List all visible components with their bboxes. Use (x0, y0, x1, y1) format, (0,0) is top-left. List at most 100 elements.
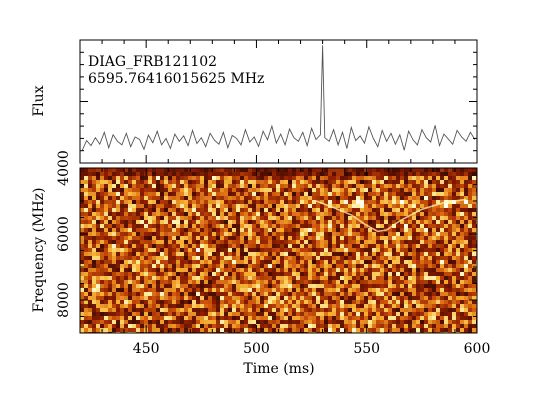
spectrum-cell (264, 324, 268, 328)
spectrum-cell (360, 312, 364, 316)
spectrum-cell (344, 228, 348, 232)
spectrum-cell (140, 324, 144, 328)
spectrum-cell (416, 176, 420, 180)
spectrum-cell (336, 312, 340, 316)
spectrum-cell (184, 304, 188, 308)
spectrum-cell (364, 272, 368, 276)
spectrum-cell (224, 212, 228, 216)
spectrum-cell (284, 196, 288, 200)
spectrum-cell (96, 324, 100, 328)
spectrum-cell (88, 216, 92, 220)
spectrum-cell (444, 176, 448, 180)
spectrum-cell (260, 280, 264, 284)
spectrum-cell (400, 276, 404, 280)
spectrum-cell (104, 284, 108, 288)
spectrum-cell (228, 288, 232, 292)
spectrum-cell (104, 308, 108, 312)
spectrum-cell (284, 284, 288, 288)
spectrum-cell (212, 244, 216, 248)
spectrum-cell (384, 252, 388, 256)
spectrum-cell (240, 204, 244, 208)
spectrum-cell (388, 192, 392, 196)
spectrum-cell (268, 212, 272, 216)
spectrum-cell (96, 236, 100, 240)
spectrum-cell (444, 272, 448, 276)
spectrum-cell (412, 268, 416, 272)
spectrum-cell (232, 324, 236, 328)
spectrum-cell (252, 208, 256, 212)
spectrum-cell (152, 276, 156, 280)
spectrum-cell (200, 300, 204, 304)
spectrum-cell (184, 232, 188, 236)
spectrum-cell (176, 248, 180, 252)
spectrum-cell (120, 268, 124, 272)
spectrum-cell (188, 312, 192, 316)
spectrum-cell (208, 272, 212, 276)
spectrum-cell (228, 260, 232, 264)
spectrum-cell (184, 284, 188, 288)
spectrum-cell (136, 216, 140, 220)
spectrum-cell (404, 188, 408, 192)
spectrum-cell (260, 180, 264, 184)
spectrum-cell (384, 192, 388, 196)
spectrum-cell (112, 280, 116, 284)
spectrum-cell (276, 252, 280, 256)
spectrum-cell (212, 272, 216, 276)
spectrum-cell (424, 244, 428, 248)
spectrum-cell (224, 296, 228, 300)
spectrum-cell (108, 232, 112, 236)
spectrum-cell (268, 316, 272, 320)
spectrum-cell (384, 328, 388, 332)
spectrum-cell (80, 320, 84, 324)
spectrum-cell (288, 268, 292, 272)
spectrum-cell (448, 264, 452, 268)
spectrum-cell (244, 220, 248, 224)
spectrum-cell (308, 196, 312, 200)
spectrum-cell (264, 196, 268, 200)
spectrum-cell (212, 260, 216, 264)
spectrum-cell (456, 304, 460, 308)
spectrum-cell (256, 184, 260, 188)
spectrum-cell (184, 312, 188, 316)
spectrum-cell (400, 176, 404, 180)
spectrum-cell (360, 268, 364, 272)
spectrum-cell (240, 316, 244, 320)
spectrum-cell (304, 168, 308, 172)
spectrum-cell (396, 264, 400, 268)
spectrum-cell (92, 308, 96, 312)
spectrum-cell (312, 204, 316, 208)
spectrum-cell (336, 288, 340, 292)
spectrum-cell (336, 316, 340, 320)
spectrum-cell (128, 264, 132, 268)
spectrum-cell (352, 304, 356, 308)
spectrum-cell (180, 288, 184, 292)
spectrum-cell (168, 292, 172, 296)
spectrum-cell (192, 220, 196, 224)
spectrum-cell (180, 208, 184, 212)
spectrum-cell (100, 204, 104, 208)
spectrum-cell (104, 188, 108, 192)
spectrum-cell (372, 216, 376, 220)
spectrum-cell (224, 232, 228, 236)
spectrum-cell (360, 320, 364, 324)
spectrum-cell (148, 272, 152, 276)
spectrum-cell (400, 208, 404, 212)
spectrum-cell (124, 256, 128, 260)
spectrum-cell (192, 196, 196, 200)
spectrum-cell (136, 252, 140, 256)
spectrum-cell (340, 260, 344, 264)
spectrum-cell (332, 240, 336, 244)
spectrum-cell (228, 312, 232, 316)
spectrum-cell (96, 188, 100, 192)
spectrum-cell (284, 256, 288, 260)
spectrum-cell (308, 236, 312, 240)
spectrum-cell (404, 284, 408, 288)
spectrum-cell (96, 216, 100, 220)
spectrum-cell (296, 300, 300, 304)
spectrum-cell (456, 284, 460, 288)
spectrum-cell (88, 280, 92, 284)
spectrum-cell (464, 256, 468, 260)
spectrum-cell (124, 264, 128, 268)
spectrum-cell (264, 292, 268, 296)
spectrum-cell (128, 184, 132, 188)
